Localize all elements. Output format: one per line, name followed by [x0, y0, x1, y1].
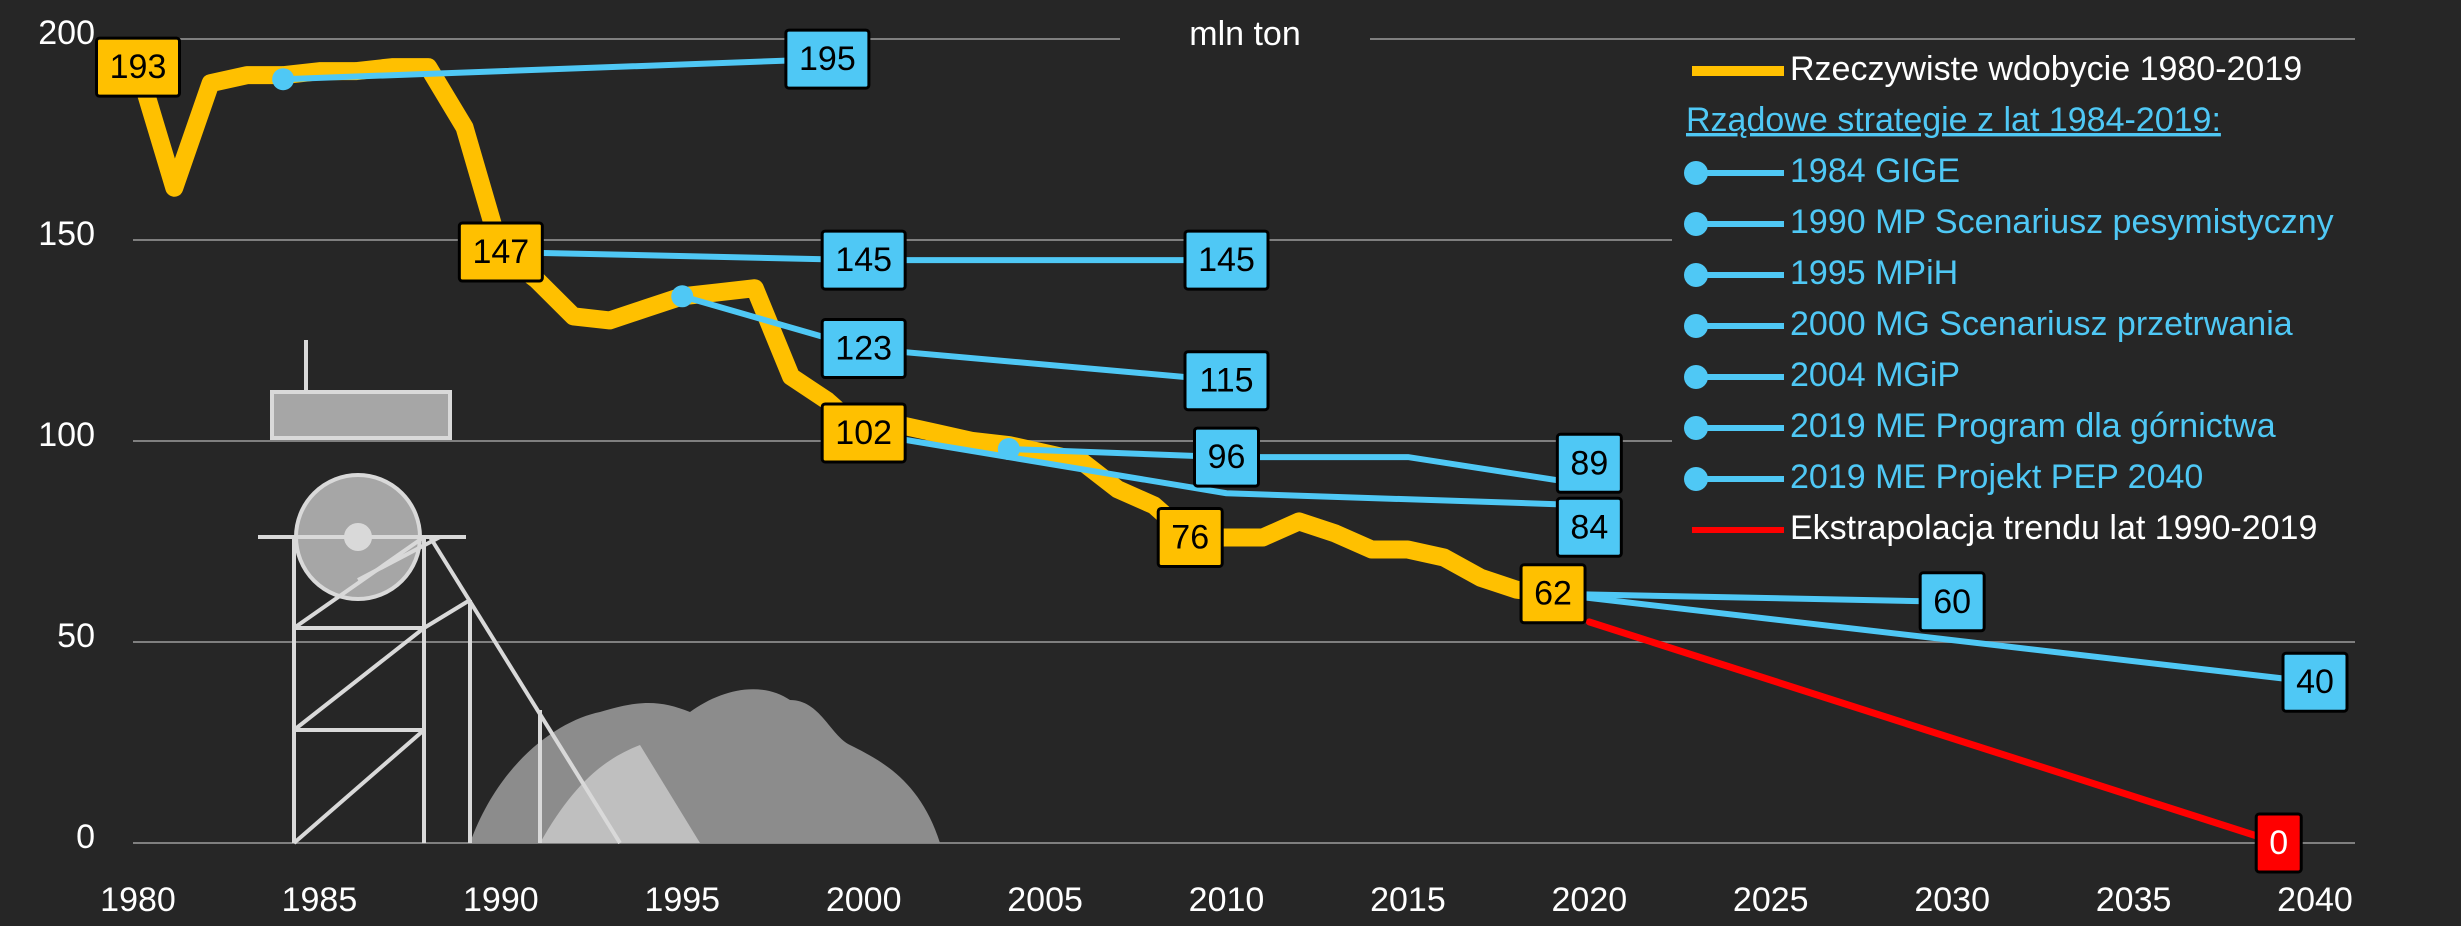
- y-tick-label: 200: [38, 14, 95, 52]
- y-tick-label: 100: [38, 416, 95, 454]
- data-label: 115: [1199, 362, 1253, 400]
- y-tick-label: 0: [76, 818, 95, 856]
- legend-marker: [1684, 467, 1708, 491]
- data-label-box: [457, 221, 544, 283]
- data-label: 0: [2269, 824, 2288, 862]
- legend-label: 2019 ME Program dla górnictwa: [1790, 407, 2276, 445]
- data-label: 62: [1534, 575, 1572, 613]
- x-tick-label: 1980: [100, 881, 176, 919]
- x-tick-label: 2020: [1552, 881, 1628, 919]
- data-label-box: [820, 402, 907, 464]
- data-label-box: [1555, 496, 1623, 558]
- series-marker: [997, 438, 1020, 461]
- tower-brace: [292, 728, 426, 845]
- legend-subtitle: Rządowe strategie z lat 1984-2019:: [1686, 101, 2221, 139]
- data-label: 193: [110, 48, 167, 86]
- series-line: [860, 429, 1593, 509]
- data-label: 147: [472, 233, 529, 271]
- data-label: 102: [835, 414, 892, 452]
- x-tick-label: 1985: [282, 881, 358, 919]
- data-label: 76: [1171, 518, 1209, 556]
- data-label: 195: [799, 40, 856, 78]
- x-tick-label: 2010: [1189, 881, 1265, 919]
- tower-strut: [428, 535, 622, 845]
- legend-marker: [1684, 263, 1708, 287]
- legend-label: Rzeczywiste wdobycie 1980-2019: [1790, 50, 2302, 88]
- legend-marker: [1684, 212, 1708, 236]
- data-label: 96: [1208, 438, 1246, 476]
- data-label-box: [1555, 432, 1623, 494]
- data-label: 40: [2296, 663, 2334, 701]
- x-tick-label: 2015: [1370, 881, 1446, 919]
- data-label: 145: [835, 241, 892, 279]
- mine-illustration: [258, 340, 940, 845]
- legend-label: 2000 MG Scenariusz przetrwania: [1790, 305, 2293, 343]
- data-label: 84: [1570, 508, 1608, 546]
- data-label-box: [2281, 651, 2349, 713]
- legend-label: 1984 GIGE: [1790, 152, 1960, 190]
- data-label-box: [820, 318, 907, 380]
- data-label-box: [1193, 426, 1260, 488]
- y-tick-label: 50: [57, 617, 95, 655]
- legend-marker: [1684, 161, 1708, 185]
- x-tick-label: 2005: [1007, 881, 1083, 919]
- x-tick-label: 2030: [1914, 881, 1990, 919]
- data-label-box: [1918, 571, 1986, 633]
- legend-label: 2019 ME Projekt PEP 2040: [1790, 458, 2203, 496]
- x-tick-label: 2035: [2096, 881, 2172, 919]
- legend-marker: [1684, 314, 1708, 338]
- tower-rope: [357, 535, 441, 582]
- series-line: [280, 56, 831, 83]
- data-label-box: [784, 28, 871, 90]
- series-line: [1585, 618, 2283, 847]
- x-tick-label: 2000: [826, 881, 902, 919]
- tower-top: [270, 390, 452, 440]
- tower-brace: [292, 535, 426, 630]
- x-tick-label: 1990: [463, 881, 539, 919]
- legend-label: 1990 MP Scenariusz pesymistyczny: [1790, 203, 2334, 241]
- x-tick-label: 2025: [1733, 881, 1809, 919]
- legend-marker: [1684, 416, 1708, 440]
- series-line: [1550, 590, 1956, 605]
- y-tick-label: 150: [38, 215, 95, 253]
- data-label-box: [1183, 229, 1270, 291]
- legend-label: Ekstrapolacja trendu lat 1990-2019: [1790, 509, 2317, 547]
- data-label-box: [1183, 350, 1270, 412]
- series-marker: [272, 68, 295, 91]
- data-label: 123: [835, 330, 892, 368]
- legend-bg: [1672, 44, 2461, 556]
- data-label-box: [1519, 563, 1587, 625]
- tower-brace: [292, 626, 426, 732]
- legend: Rzeczywiste wdobycie 1980-2019 Rządowe st…: [1672, 44, 2461, 556]
- data-label-box: [820, 229, 907, 291]
- x-tick-label: 2040: [2277, 881, 2353, 919]
- tower-brace: [422, 598, 472, 630]
- series-marker: [671, 285, 694, 308]
- data-label: 60: [1933, 583, 1971, 621]
- data-label: 89: [1570, 444, 1608, 482]
- data-label-box: [2254, 812, 2303, 874]
- legend-label: 1995 MPiH: [1790, 254, 1958, 292]
- data-labels: 193 147 102 76 62 0 195 145 145 123 115 84 96 89 60 40: [95, 28, 2349, 874]
- series-line: [1550, 590, 2318, 686]
- unit-label-bg: [1120, 10, 1370, 66]
- unit-label: mln ton: [1189, 15, 1301, 53]
- data-label: 145: [1198, 241, 1255, 279]
- legend-marker: [1684, 365, 1708, 389]
- data-label-box: [95, 36, 181, 98]
- axes: 0 50 100 150 200 1980 1985 1990 1995 2000 2005 2010…: [38, 14, 2353, 919]
- series-line: [1005, 446, 1593, 489]
- legend-label: 2004 MGiP: [1790, 356, 1960, 394]
- x-tick-label: 1995: [644, 881, 720, 919]
- coal-heap-light: [540, 745, 700, 843]
- data-label-box: [1156, 506, 1224, 568]
